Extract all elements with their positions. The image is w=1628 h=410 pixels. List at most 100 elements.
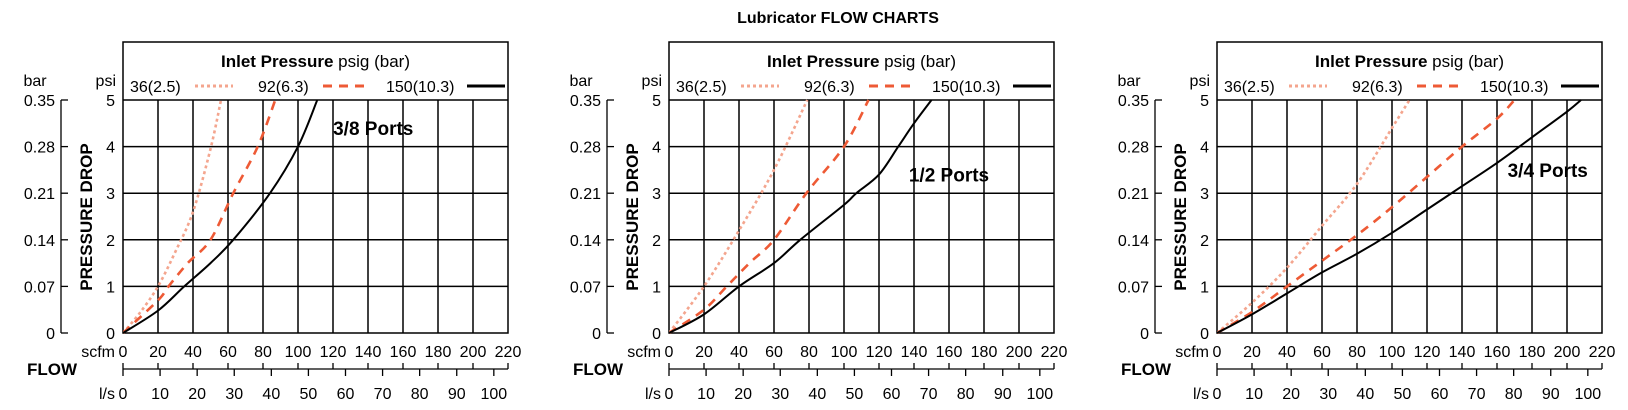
legend-entry-label: 150(10.3): [1480, 79, 1549, 96]
scfm-tick-label: 140: [1449, 344, 1476, 361]
legend-title-units: psig (bar): [879, 52, 956, 71]
scfm-tick-label: 40: [1278, 344, 1296, 361]
ls-tick-label: 60: [1431, 386, 1449, 403]
ls-tick-label: 40: [262, 386, 280, 403]
bar-tick-label: 0.21: [1118, 186, 1149, 203]
ls-tick-label: 20: [1282, 386, 1300, 403]
ls-tick-label: 70: [374, 386, 392, 403]
scfm-tick-label: 180: [425, 344, 452, 361]
ls-tick-label: 50: [300, 386, 318, 403]
scfm-tick-label: 180: [971, 344, 998, 361]
psi-axis-unit: psi: [96, 73, 116, 90]
ls-tick-label: 70: [920, 386, 938, 403]
bar-tick-label: 0.07: [24, 279, 55, 296]
series-line-36-2-5-: [123, 99, 223, 334]
ls-tick-label: 90: [1542, 386, 1560, 403]
legend-entry-label: 92(6.3): [804, 79, 855, 96]
bar-tick-label: 0: [46, 326, 55, 343]
ls-tick-label: 50: [1394, 386, 1412, 403]
scfm-tick-label: 100: [285, 344, 312, 361]
plot-frame: [122, 41, 509, 334]
y-axis-title: PRESSURE DROP: [1171, 143, 1190, 290]
psi-tick-label: 0: [1200, 326, 1209, 343]
bar-tick-label: 0.28: [24, 140, 55, 157]
scfm-tick-label: 160: [936, 344, 963, 361]
scfm-tick-label: 0: [119, 344, 128, 361]
scfm-tick-label: 120: [320, 344, 347, 361]
ls-tick-label: 90: [448, 386, 466, 403]
series-line-150-10-3-: [123, 99, 319, 334]
x-axis-title: FLOW: [1121, 360, 1172, 379]
ls-tick-label: 0: [1213, 386, 1222, 403]
ls-tick-label: 20: [734, 386, 752, 403]
legend-entry-label: 150(10.3): [932, 79, 1001, 96]
ls-tick-label: 10: [151, 386, 169, 403]
ls-axis-unit: l/s: [645, 386, 661, 403]
scfm-tick-label: 40: [730, 344, 748, 361]
scfm-tick-label: 220: [1589, 344, 1616, 361]
bar-axis-unit: bar: [569, 73, 593, 90]
bar-tick-label: 0.28: [1118, 140, 1149, 157]
scfm-tick-label: 200: [1554, 344, 1581, 361]
bar-tick-label: 0.14: [24, 233, 55, 250]
ls-tick-label: 100: [1026, 386, 1053, 403]
psi-tick-label: 1: [1200, 279, 1209, 296]
scfm-axis-unit: scfm: [627, 344, 661, 361]
psi-tick-label: 5: [1200, 93, 1209, 110]
ls-tick-label: 80: [1505, 386, 1523, 403]
ls-tick-label: 30: [1319, 386, 1337, 403]
series-line-150-10-3-: [1217, 99, 1582, 334]
psi-tick-label: 4: [652, 140, 661, 157]
x-axis-title: FLOW: [27, 360, 78, 379]
scfm-tick-label: 80: [254, 344, 272, 361]
psi-tick-label: 2: [106, 233, 115, 250]
port-size-label: 3/8 Ports: [333, 119, 413, 140]
psi-tick-label: 3: [106, 186, 115, 203]
legend-entry-label: 150(10.3): [386, 79, 455, 96]
legend-entry-label: 36(2.5): [1224, 79, 1275, 96]
scfm-tick-label: 220: [495, 344, 522, 361]
scfm-tick-label: 160: [390, 344, 417, 361]
psi-axis-unit: psi: [642, 73, 662, 90]
scfm-axis-unit: scfm: [81, 344, 115, 361]
scfm-tick-label: 80: [1348, 344, 1366, 361]
legend-entry-label: 36(2.5): [676, 79, 727, 96]
legend-title: Inlet Pressure psig (bar): [221, 52, 410, 71]
scfm-tick-label: 60: [1313, 344, 1331, 361]
scfm-tick-label: 100: [831, 344, 858, 361]
scfm-tick-label: 140: [355, 344, 382, 361]
scfm-tick-label: 180: [1519, 344, 1546, 361]
bar-axis-unit: bar: [23, 73, 47, 90]
bar-tick-label: 0.28: [570, 140, 601, 157]
scfm-tick-label: 20: [695, 344, 713, 361]
series-line-36-2-5-: [1217, 99, 1411, 334]
ls-tick-label: 90: [994, 386, 1012, 403]
legend-entry-label: 92(6.3): [258, 79, 309, 96]
ls-tick-label: 30: [225, 386, 243, 403]
legend-title-units: psig (bar): [1427, 52, 1504, 71]
scfm-tick-label: 120: [1414, 344, 1441, 361]
legend-entry-label: 92(6.3): [1352, 79, 1403, 96]
ls-tick-label: 10: [1245, 386, 1263, 403]
chart-panel-2: Inlet Pressure psig (bar) 36(2.5) 92(6.3) 1…: [569, 41, 1068, 403]
scfm-tick-label: 220: [1041, 344, 1068, 361]
bar-tick-label: 0.07: [570, 279, 601, 296]
psi-tick-label: 4: [106, 140, 115, 157]
series-line-150-10-3-: [669, 99, 933, 334]
bar-tick-label: 0: [1140, 326, 1149, 343]
series-line-92-6-3-: [123, 99, 277, 334]
scfm-tick-label: 200: [460, 344, 487, 361]
ls-axis-unit: l/s: [99, 386, 115, 403]
legend-title: Inlet Pressure psig (bar): [767, 52, 956, 71]
bar-axis-unit: bar: [1117, 73, 1141, 90]
ls-tick-label: 60: [337, 386, 355, 403]
scfm-tick-label: 0: [665, 344, 674, 361]
psi-tick-label: 5: [106, 93, 115, 110]
ls-tick-label: 0: [119, 386, 128, 403]
scfm-tick-label: 20: [1243, 344, 1261, 361]
legend-title-units: psig (bar): [333, 52, 410, 71]
chart-panel-3: Inlet Pressure psig (bar) 36(2.5) 92(6.3) 1…: [1117, 41, 1616, 403]
ls-tick-label: 100: [480, 386, 507, 403]
bar-tick-label: 0.35: [1118, 93, 1149, 110]
